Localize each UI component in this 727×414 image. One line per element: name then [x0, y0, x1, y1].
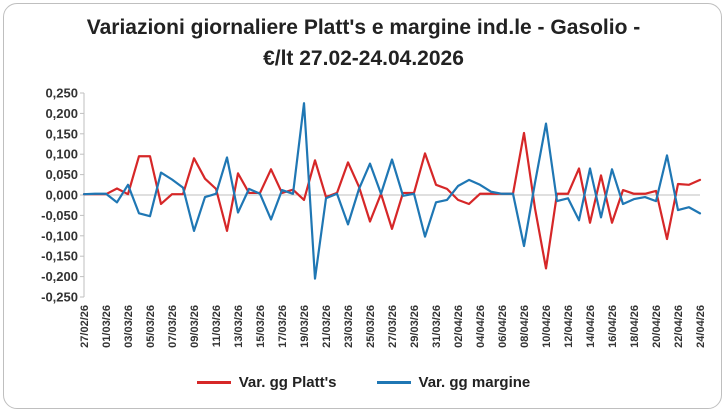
- legend: Var. gg Platt's Var. gg margine: [0, 374, 727, 391]
- series-line-margine: [82, 102, 702, 280]
- x-tick-label: 08/04/26: [519, 305, 531, 348]
- x-tick-label: 22/04/26: [673, 305, 685, 348]
- x-tick-label: 27/02/26: [79, 305, 91, 348]
- x-tick-label: 23/03/26: [343, 305, 355, 348]
- chart-frame: [3, 3, 722, 409]
- series-line-platts: [82, 131, 702, 270]
- x-tick-label: 10/04/26: [541, 305, 553, 348]
- x-tick-label: 19/03/26: [299, 305, 311, 348]
- x-tick-label: 12/04/26: [563, 305, 575, 348]
- y-tick-label: 0,250: [45, 86, 78, 101]
- y-tick-label: 0,000: [45, 188, 78, 203]
- x-tick-label: 03/03/26: [123, 305, 135, 348]
- y-tick-label: -0,200: [41, 269, 78, 284]
- x-tick-label: 27/03/26: [387, 305, 399, 348]
- y-tick-label: 0,200: [45, 106, 78, 121]
- legend-item-margine: Var. gg margine: [376, 374, 531, 391]
- y-axis: 0,250 0,200 0,150 0,100 0,050 0,000 -0,050 -0,1…: [41, 86, 85, 305]
- x-tick-label: 01/03/26: [101, 305, 113, 348]
- legend-label-margine: Var. gg margine: [418, 374, 531, 391]
- chart-title-line2: €/lt 27.02-24.04.2026: [263, 47, 464, 70]
- x-axis: 27/02/26 01/03/26 03/03/26 05/03/26 07/03/26…: [79, 194, 707, 348]
- x-tick-label: 29/03/26: [409, 305, 421, 348]
- legend-label-platts: Var. gg Platt's: [238, 374, 337, 391]
- x-tick-label: 21/03/26: [321, 305, 333, 348]
- x-tick-label: 20/04/26: [651, 305, 663, 348]
- y-tick-label: 0,150: [45, 126, 78, 141]
- x-tick-label: 25/03/26: [365, 305, 377, 348]
- x-tick-label: 18/04/26: [629, 305, 641, 348]
- x-tick-label: 07/03/26: [167, 305, 179, 348]
- y-tick-label: -0,250: [41, 290, 78, 305]
- y-tick-label: -0,050: [41, 208, 78, 223]
- x-tick-label: 14/04/26: [585, 305, 597, 348]
- x-tick-label: 16/04/26: [607, 305, 619, 348]
- x-tick-label: 05/03/26: [145, 305, 157, 348]
- legend-swatch-platts: [196, 381, 231, 384]
- x-tick-label: 17/03/26: [277, 305, 289, 348]
- y-tick-label: -0,150: [41, 249, 78, 264]
- x-tick-label: 31/03/26: [431, 305, 443, 348]
- series-layer: [82, 102, 702, 280]
- legend-swatch-margine: [376, 381, 411, 384]
- chart-title-line1: Variazioni giornaliere Platt's e margine…: [86, 16, 641, 39]
- x-tick-label: 11/03/26: [211, 305, 223, 347]
- x-tick-label: 24/04/26: [695, 305, 707, 348]
- x-tick-label: 15/03/26: [255, 305, 267, 348]
- x-tick-label: 13/03/26: [233, 305, 245, 348]
- y-tick-label: 0,050: [45, 167, 78, 182]
- y-tick-label: -0,100: [41, 228, 78, 243]
- legend-item-platts: Var. gg Platt's: [196, 374, 337, 391]
- y-tick-label: 0,100: [45, 147, 78, 162]
- x-tick-label: 04/04/26: [475, 305, 487, 348]
- x-tick-label: 02/04/26: [453, 305, 465, 348]
- x-tick-label: 09/03/26: [189, 305, 201, 348]
- x-tick-label: 06/04/26: [497, 305, 509, 348]
